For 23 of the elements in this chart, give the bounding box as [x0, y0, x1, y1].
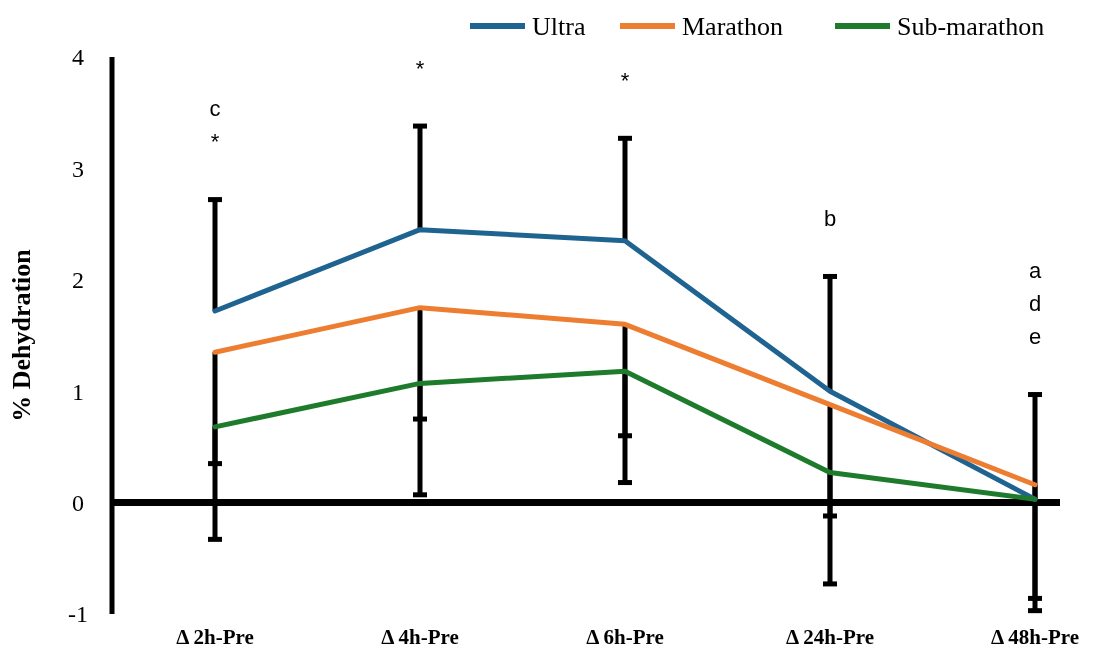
y-tick-label: 4	[72, 44, 84, 71]
x-tick-label: Δ 2h-Pre	[176, 625, 254, 649]
annotation: *	[415, 55, 425, 81]
legend-label: Ultra	[532, 12, 586, 42]
legend-label: Sub-marathon	[897, 12, 1045, 42]
y-axis-title: % Dehydration	[7, 248, 36, 422]
annotation: d	[1028, 291, 1042, 317]
y-tick-label: -1	[68, 601, 88, 628]
x-tick-label: Δ 48h-Pre	[990, 625, 1080, 649]
y-tick-label: 1	[72, 378, 84, 405]
annotation: c	[209, 96, 221, 122]
annotation: *	[210, 129, 220, 155]
annotation: e	[1028, 324, 1042, 350]
legend-label: Marathon	[682, 12, 784, 42]
y-tick-label: 3	[72, 155, 84, 182]
y-tick-label: 2	[72, 267, 84, 294]
x-tick-label: Δ 6h-Pre	[586, 625, 664, 649]
x-tick-label: Δ 24h-Pre	[785, 625, 875, 649]
annotation: a	[1028, 258, 1042, 284]
annotation: *	[620, 68, 630, 94]
annotation: b	[823, 206, 837, 232]
y-tick-label: 0	[72, 490, 84, 516]
x-tick-label: Δ 4h-Pre	[381, 625, 459, 649]
